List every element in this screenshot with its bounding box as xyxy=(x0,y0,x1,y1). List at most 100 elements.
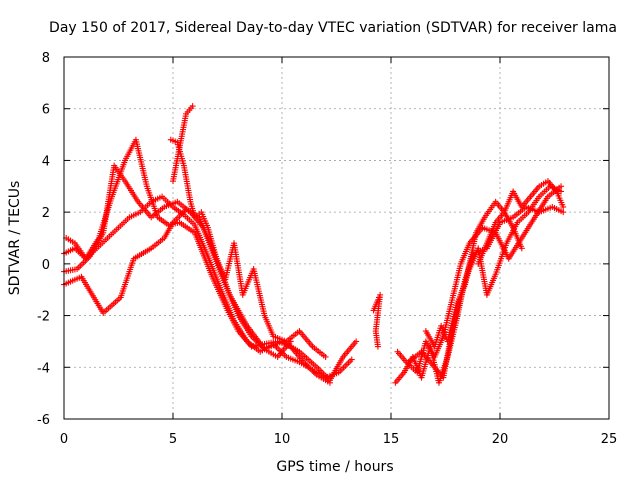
series-track-4 xyxy=(63,136,333,386)
data-point xyxy=(100,296,122,316)
data-point xyxy=(549,203,565,215)
data-point xyxy=(204,224,219,260)
data-point xyxy=(226,291,250,327)
data-point xyxy=(481,200,498,221)
data-point xyxy=(132,136,150,188)
data-point xyxy=(82,236,101,262)
x-tick-label: 5 xyxy=(169,432,177,447)
data-point xyxy=(167,136,179,145)
data-point xyxy=(154,214,170,227)
y-tick-label: -4 xyxy=(37,361,50,376)
data-point xyxy=(457,242,472,267)
data-point xyxy=(422,328,437,348)
series-track-6 xyxy=(170,103,196,185)
data-point xyxy=(300,359,319,377)
data-point xyxy=(440,299,455,340)
y-tick-label: 6 xyxy=(42,103,50,118)
data-marks xyxy=(61,103,567,386)
x-tick-label: 15 xyxy=(383,432,400,447)
data-point xyxy=(71,240,88,260)
data-point xyxy=(174,198,192,214)
data-point xyxy=(189,103,196,110)
data-point xyxy=(518,216,537,241)
x-tick-label: 10 xyxy=(274,432,291,447)
data-point xyxy=(518,245,525,252)
data-point xyxy=(137,200,153,216)
data-point xyxy=(558,183,565,190)
data-point xyxy=(283,353,301,365)
data-point xyxy=(176,113,189,151)
x-axis-label: GPS time / hours xyxy=(276,459,393,475)
data-point xyxy=(176,219,196,235)
data-point xyxy=(191,210,203,221)
y-tick-label: 2 xyxy=(42,206,50,221)
axis-ticks: 0 5 10 15 20 25 -6 -4 -2 0 2 4 6 8 xyxy=(37,51,617,447)
data-point xyxy=(475,242,490,267)
data-point xyxy=(250,266,268,317)
data-point xyxy=(143,183,160,219)
data-point xyxy=(61,274,83,288)
x-tick-label: 20 xyxy=(492,432,509,447)
y-tick-label: 4 xyxy=(42,154,50,169)
data-point xyxy=(544,178,559,193)
data-point xyxy=(180,211,196,227)
x-tick-label: 0 xyxy=(60,432,68,447)
data-point xyxy=(473,216,487,236)
data-point xyxy=(313,372,331,385)
data-point xyxy=(462,231,479,288)
y-tick-label: -6 xyxy=(37,413,50,428)
y-tick-label: 8 xyxy=(42,51,50,66)
data-point xyxy=(353,338,360,345)
data-point xyxy=(261,312,276,338)
data-point xyxy=(180,162,194,203)
data-point xyxy=(148,236,166,252)
data-point xyxy=(130,246,153,262)
data-point xyxy=(501,209,515,229)
data-point xyxy=(392,371,406,386)
series-track-5 xyxy=(167,136,329,360)
data-point xyxy=(326,379,333,386)
data-point xyxy=(560,203,567,210)
series-track-1 xyxy=(61,206,294,360)
chart-title: Day 150 of 2017, Sidereal Day-to-day VTE… xyxy=(49,20,617,36)
data-point xyxy=(239,268,256,298)
data-point xyxy=(560,209,567,216)
data-point xyxy=(510,205,528,221)
data-point xyxy=(170,146,183,185)
data-point xyxy=(483,221,498,247)
data-point xyxy=(553,188,566,208)
y-tick-label: -2 xyxy=(37,310,50,325)
data-point xyxy=(453,283,468,309)
data-point xyxy=(78,273,106,315)
data-point xyxy=(235,328,254,348)
data-point xyxy=(104,226,120,241)
data-point xyxy=(117,257,137,301)
data-point xyxy=(536,185,552,200)
data-point xyxy=(270,333,288,344)
data-point xyxy=(348,356,355,363)
series-track-11 xyxy=(422,178,567,350)
data-point xyxy=(309,343,327,359)
data-point xyxy=(287,343,306,364)
data-point xyxy=(296,328,315,348)
data-point xyxy=(322,353,329,360)
data-point xyxy=(108,159,128,200)
series-track-12 xyxy=(475,209,525,267)
data-point xyxy=(372,328,381,348)
data-point xyxy=(115,216,131,231)
data-point xyxy=(95,195,115,241)
data-point xyxy=(373,291,384,332)
data-point xyxy=(531,195,550,221)
series-track-7 xyxy=(370,291,384,350)
data-point xyxy=(126,210,142,221)
data-point xyxy=(283,329,301,345)
data-point xyxy=(449,263,464,304)
y-axis-label: SDTVAR / TECUs xyxy=(7,181,23,296)
data-point xyxy=(374,343,381,350)
data-point xyxy=(525,195,541,216)
y-tick-label: 0 xyxy=(42,258,50,273)
data-point xyxy=(340,340,358,360)
plot-frame xyxy=(63,56,610,420)
data-point xyxy=(122,178,140,203)
